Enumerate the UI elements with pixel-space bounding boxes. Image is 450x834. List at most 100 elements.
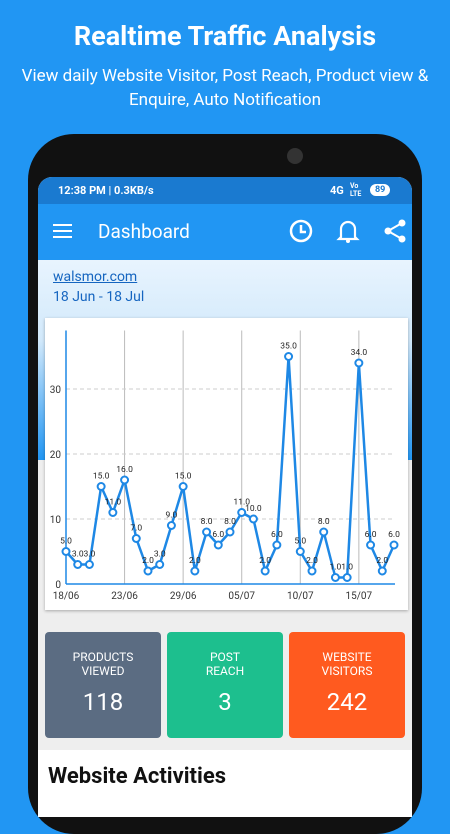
history-icon[interactable] [288,218,314,244]
card-value: 3 [218,688,232,716]
data-point [354,358,364,368]
x-tick-label: 10/07 [287,591,314,602]
site-link[interactable]: walsmor.com [53,269,138,285]
section-title: Website Activities [48,764,227,789]
data-point [190,566,200,576]
data-point [108,508,118,517]
data-point [272,540,282,550]
card-label-line: REACH [205,664,245,678]
data-point [330,573,340,582]
stat-card[interactable]: POST REACH 3 [167,632,283,738]
y-tick-label: 0 [55,580,61,591]
data-label: 2.0 [142,556,154,566]
y-tick-label: 30 [50,385,62,396]
data-point [237,508,247,517]
data-label: 6.0 [365,530,377,540]
data-point [61,547,71,556]
data-point [284,352,294,361]
promo-title: Realtime Traffic Analysis [73,20,377,52]
chart: 18/06 23/06 29/06 05/07 10/07 15/07 0 10 20 30 5.0… [50,330,400,602]
data-label: 1.0 [330,563,342,573]
data-point [248,514,258,524]
data-label: 9.0 [166,511,178,521]
x-tick-label: 23/06 [111,591,138,602]
card-value: 118 [82,688,124,716]
y-tick-label: 10 [50,515,62,526]
card-label: POST REACH [167,650,283,678]
status-volte: Vo LTE [350,182,362,198]
data-point [342,573,352,582]
status-time: 12:38 PM | 0.3KB/s [58,184,154,197]
y-tick-label: 20 [50,450,62,461]
promo-subtitle: View daily Website Visitor, Post Reach, … [21,66,429,110]
data-label: 3.0 [84,550,96,560]
x-tick-label: 15/07 [346,591,373,602]
card-label-line: POST [209,650,241,664]
data-label: 8.0 [201,517,213,527]
data-point [307,566,317,576]
app-title: Dashboard [98,220,190,243]
camera [287,148,303,164]
status-network: 4G [330,184,344,197]
data-point [295,547,305,556]
data-label: 34.0 [351,348,368,358]
data-label: 8.0 [224,517,236,527]
screen: 12:38 PM | 0.3KB/s 4G Vo LTE 89 Dashboar… [38,177,412,817]
data-label: 3.0 [72,550,84,560]
data-point [143,566,153,576]
bell-icon[interactable] [336,218,360,244]
x-tick-label: 18/06 [53,591,80,602]
data-point [120,475,130,485]
data-point [84,560,94,569]
card-label-line: VISITORS [321,664,373,678]
data-label: 10.0 [245,504,262,514]
data-label: 2.0 [306,556,318,566]
data-label: 7.0 [130,524,142,534]
data-label: 6.0 [212,530,224,540]
status-battery: 89 [370,184,391,196]
data-label: 6.0 [388,530,400,540]
chart-card: 18/06 23/06 29/06 05/07 10/07 15/07 0 10 20 30 5.0… [45,318,408,610]
data-label: 2.0 [189,556,201,566]
card-label-line: VIEWED [81,664,125,678]
data-point [155,560,165,569]
page: { "header": {"title": "Realtime Traffic … [21,20,429,834]
x-tick-label: 29/06 [170,591,197,602]
data-label: 2.0 [259,556,271,566]
data-point [225,527,235,537]
data-label: 5.0 [294,537,306,547]
line-series [65,355,396,579]
data-label: 6.0 [271,530,283,540]
data-point [366,540,376,550]
data-point [377,566,387,576]
card-value: 242 [326,688,368,716]
data-point [202,527,212,537]
data-label: 15.0 [93,472,110,482]
x-tick-label: 05/07 [228,591,255,602]
data-label: 2.0 [376,556,388,566]
data-label: 3.0 [154,550,166,560]
activities-section: Website Activities [38,750,412,817]
card-label-line: WEBSITE [322,650,372,664]
data-label: 11.0 [233,498,250,508]
data-point [96,482,106,491]
stat-card[interactable]: WEBSITE VISITORS 242 [289,632,405,738]
data-label: 11.0 [105,498,122,508]
card-label: WEBSITE VISITORS [289,650,405,678]
share-icon[interactable] [382,218,408,244]
data-label: 35.0 [280,342,297,352]
data-label: 16.0 [116,465,133,475]
data-point [166,521,176,530]
data-point [260,566,270,576]
data-point [389,540,399,550]
data-label: 5.0 [60,537,72,547]
data-point [213,540,223,550]
status-bar: 12:38 PM | 0.3KB/s 4G Vo LTE 89 [38,177,412,204]
data-label: 8.0 [318,517,330,527]
data-label: 1.0 [341,563,353,573]
data-point [131,534,141,543]
stat-card[interactable]: PRODUCTS VIEWED 118 [45,632,161,738]
menu-icon[interactable] [52,222,74,242]
app-bar: Dashboard [38,204,412,260]
data-label: 15.0 [175,472,192,482]
